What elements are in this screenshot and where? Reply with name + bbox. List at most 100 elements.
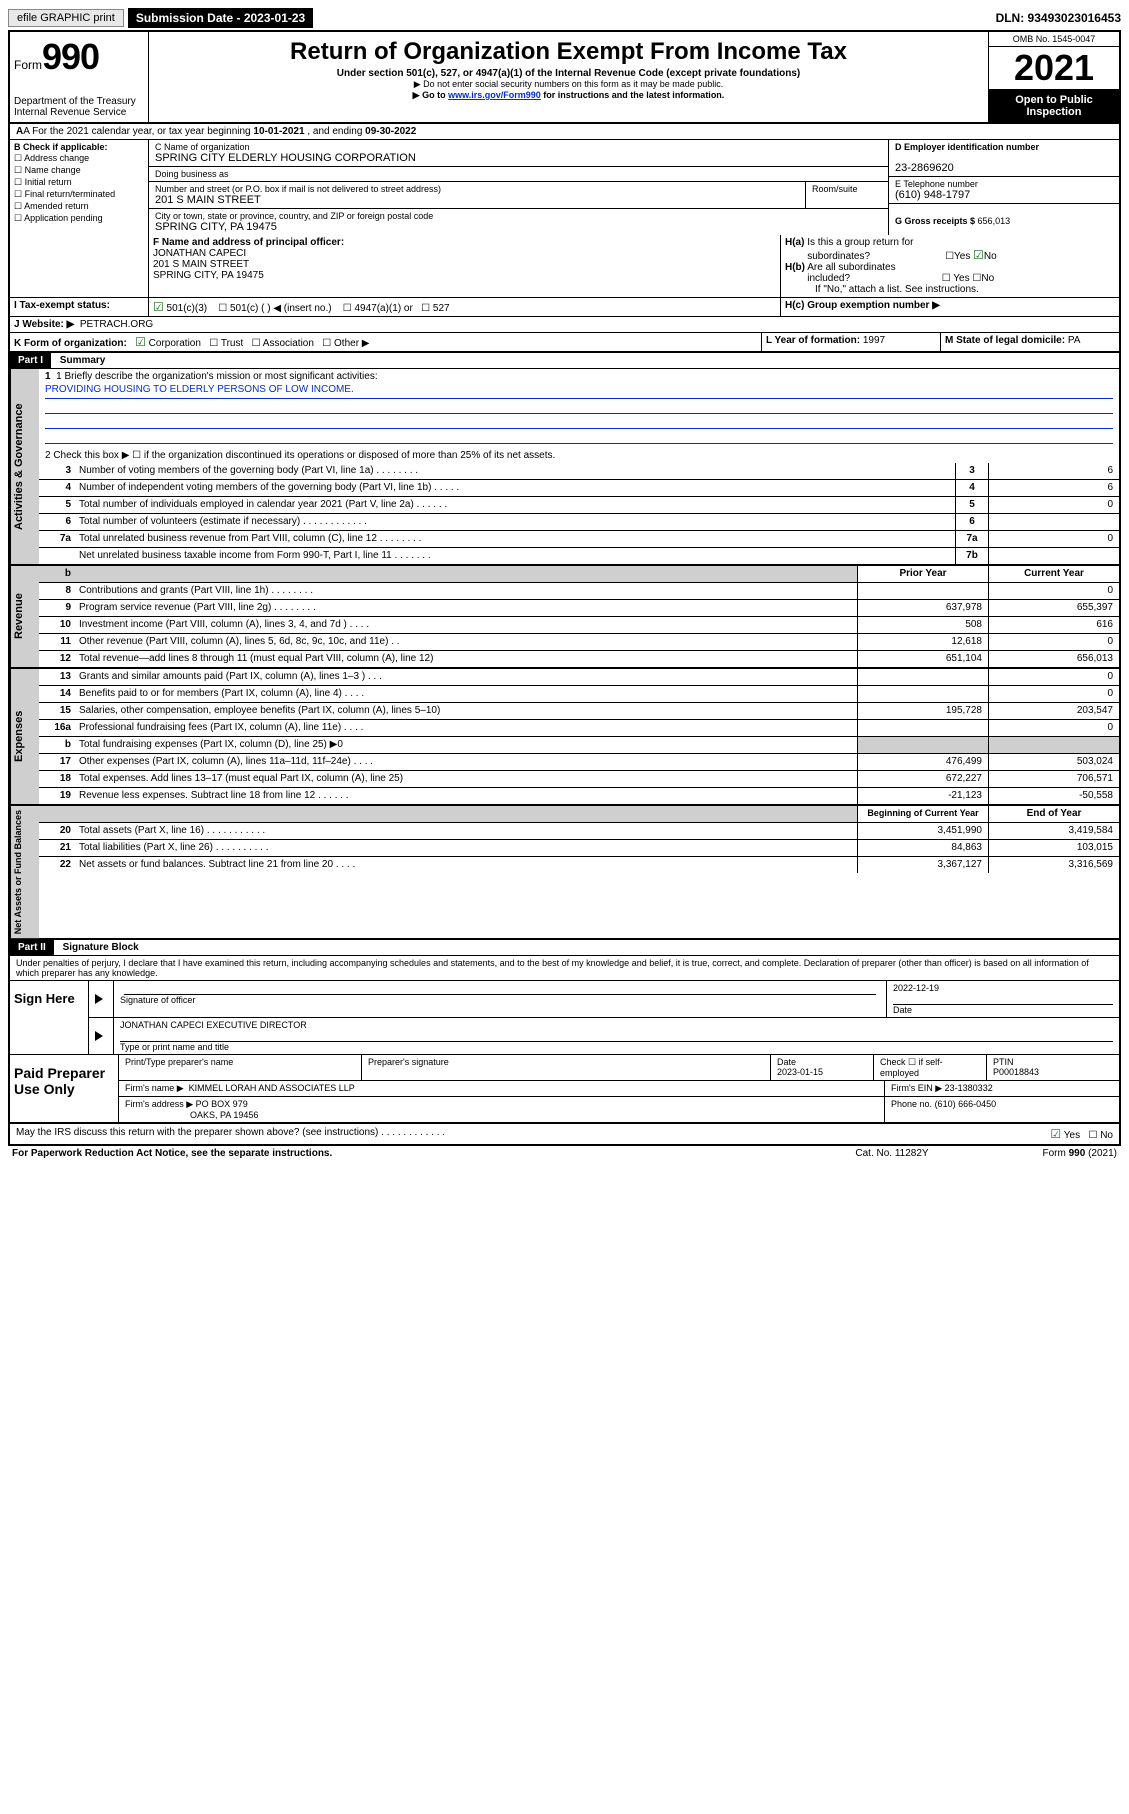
data-line: 14Benefits paid to or for members (Part …	[39, 686, 1119, 703]
data-line: 12Total revenue—add lines 8 through 11 (…	[39, 651, 1119, 667]
expenses-block: Expenses 13Grants and similar amounts pa…	[10, 669, 1119, 806]
cat-no: Cat. No. 11282Y	[817, 1148, 967, 1159]
q1-label: 1 1 Briefly describe the organization's …	[39, 369, 1119, 384]
topbar: efile GRAPHIC print Submission Date - 20…	[8, 8, 1121, 28]
section-f-h-row: F Name and address of principal officer:…	[10, 235, 1119, 298]
gov-line: 6Total number of volunteers (estimate if…	[39, 514, 1119, 531]
cb-name-change[interactable]: ☐ Name change	[14, 165, 144, 176]
data-line: 15Salaries, other compensation, employee…	[39, 703, 1119, 720]
section-b-through-g: B Check if applicable: ☐ Address change …	[10, 140, 1119, 235]
column-headers-net: Beginning of Current Year End of Year	[39, 806, 1119, 823]
data-line: 9Program service revenue (Part VIII, lin…	[39, 600, 1119, 617]
section-b-checkboxes: B Check if applicable: ☐ Address change …	[10, 140, 149, 235]
gov-line: 3Number of voting members of the governi…	[39, 463, 1119, 480]
preparer-sig-label: Preparer's signature	[362, 1055, 771, 1080]
cb-address-change[interactable]: ☐ Address change	[14, 153, 144, 164]
data-line: 20Total assets (Part X, line 16) . . . .…	[39, 823, 1119, 840]
firm-name: Firm's name ▶ KIMMEL LORAH AND ASSOCIATE…	[119, 1081, 885, 1096]
section-k-row: K Form of organization: ☑ Corporation ☐ …	[10, 333, 1119, 353]
room-suite-box: Room/suite	[806, 182, 888, 208]
mission-text: PROVIDING HOUSING TO ELDERLY PERSONS OF …	[39, 384, 1119, 444]
data-line: bTotal fundraising expenses (Part IX, co…	[39, 737, 1119, 754]
h-b: H(b) Are all subordinates included? ☐ Ye…	[785, 262, 1115, 284]
data-line: 18Total expenses. Add lines 13–17 (must …	[39, 771, 1119, 788]
city-box: City or town, state or province, country…	[149, 209, 888, 235]
firm-ein: Firm's EIN ▶ 23-1380332	[885, 1081, 1119, 1096]
sign-here-row: Sign Here Signature of officer 2022-12-1…	[10, 981, 1119, 1055]
ein-box: D Employer identification number 23-2869…	[889, 140, 1119, 177]
form-container: Form990 Department of the Treasury Inter…	[8, 30, 1121, 1146]
preparer-date: Date2023-01-15	[771, 1055, 874, 1080]
part-ii-header: Part II Signature Block	[10, 940, 1119, 956]
form-title: Return of Organization Exempt From Incom…	[155, 38, 982, 66]
footer: For Paperwork Reduction Act Notice, see …	[8, 1146, 1121, 1161]
data-line: 22Net assets or fund balances. Subtract …	[39, 857, 1119, 873]
side-label-netassets: Net Assets or Fund Balances	[10, 806, 39, 938]
net-assets-block: Net Assets or Fund Balances Beginning of…	[10, 806, 1119, 940]
cb-final-return[interactable]: ☐ Final return/terminated	[14, 189, 144, 200]
dln: DLN: 93493023016453	[996, 11, 1121, 25]
column-headers-rev: b Prior Year Current Year	[39, 566, 1119, 583]
h-b-note: If "No," attach a list. See instructions…	[785, 284, 1115, 295]
arrow-icon	[95, 994, 103, 1004]
cb-amended-return[interactable]: ☐ Amended return	[14, 201, 144, 212]
paid-preparer-row: Paid Preparer Use Only Print/Type prepar…	[10, 1055, 1119, 1124]
irs-link[interactable]: www.irs.gov/Form990	[448, 90, 541, 100]
declaration-text: Under penalties of perjury, I declare th…	[10, 956, 1119, 981]
year-formation: L Year of formation: 1997	[761, 333, 940, 351]
open-public-badge: Open to PublicInspection	[989, 90, 1119, 122]
section-i-row: I Tax-exempt status: ☑ 501(c)(3) ☐ 501(c…	[10, 298, 1119, 317]
signature-block: Under penalties of perjury, I declare th…	[10, 956, 1119, 1144]
data-line: 13Grants and similar amounts paid (Part …	[39, 669, 1119, 686]
tax-period-row: AA For the 2021 calendar year, or tax ye…	[10, 124, 1119, 140]
h-a: H(a) Is this a group return for subordin…	[785, 237, 1115, 262]
cb-initial-return[interactable]: ☐ Initial return	[14, 177, 144, 188]
data-line: 11Other revenue (Part VIII, column (A), …	[39, 634, 1119, 651]
form-version: Form 990 (2021)	[967, 1148, 1117, 1159]
preparer-self-employed: Check ☐ if self-employed	[874, 1055, 987, 1080]
data-line: 16aProfessional fundraising fees (Part I…	[39, 720, 1119, 737]
form-note2: ▶ Go to www.irs.gov/Form990 for instruct…	[155, 90, 982, 101]
gov-line: 7aTotal unrelated business revenue from …	[39, 531, 1119, 548]
may-irs-row: May the IRS discuss this return with the…	[10, 1124, 1119, 1144]
omb-number: OMB No. 1545-0047	[989, 32, 1119, 47]
q2-row: 2 Check this box ▶ ☐ if the organization…	[39, 444, 1119, 463]
side-label-governance: Activities & Governance	[10, 369, 39, 564]
part-i-header: Part I Summary	[10, 353, 1119, 369]
form-note1: ▶ Do not enter social security numbers o…	[155, 79, 982, 90]
form-header: Form990 Department of the Treasury Inter…	[10, 32, 1119, 124]
gov-line: 5Total number of individuals employed in…	[39, 497, 1119, 514]
department-label: Department of the Treasury Internal Reve…	[14, 96, 144, 118]
submission-date: Submission Date - 2023-01-23	[128, 8, 313, 28]
activities-governance-block: Activities & Governance 1 1 Briefly desc…	[10, 369, 1119, 566]
efile-button[interactable]: efile GRAPHIC print	[8, 9, 124, 27]
dba-box: Doing business as	[149, 167, 888, 182]
data-line: 8Contributions and grants (Part VIII, li…	[39, 583, 1119, 600]
revenue-block: Revenue b Prior Year Current Year 8Contr…	[10, 566, 1119, 669]
street-box: Number and street (or P.O. box if mail i…	[149, 182, 806, 208]
data-line: 10Investment income (Part VIII, column (…	[39, 617, 1119, 634]
org-name-box: C Name of organization SPRING CITY ELDER…	[149, 140, 888, 167]
state-domicile: M State of legal domicile: PA	[940, 333, 1119, 351]
form-number: Form990	[14, 36, 144, 78]
phone-box: E Telephone number (610) 948-1797	[889, 177, 1119, 204]
side-label-revenue: Revenue	[10, 566, 39, 667]
form-subtitle: Under section 501(c), 527, or 4947(a)(1)…	[155, 68, 982, 79]
tax-year: 2021	[989, 47, 1119, 90]
firm-address: Firm's address ▶ PO BOX 979 OAKS, PA 194…	[119, 1097, 885, 1122]
preparer-name-label: Print/Type preparer's name	[119, 1055, 362, 1080]
firm-phone: Phone no. (610) 666-0450	[885, 1097, 1119, 1122]
side-label-expenses: Expenses	[10, 669, 39, 804]
h-c: H(c) Group exemption number ▶	[780, 298, 1119, 316]
data-line: 19Revenue less expenses. Subtract line 1…	[39, 788, 1119, 804]
section-j-row: J Website: ▶ PETRACH.ORG	[10, 317, 1119, 333]
paperwork-notice: For Paperwork Reduction Act Notice, see …	[12, 1148, 817, 1159]
arrow-icon	[95, 1031, 103, 1041]
data-line: 21Total liabilities (Part X, line 26) . …	[39, 840, 1119, 857]
gov-line: Net unrelated business taxable income fr…	[39, 548, 1119, 564]
data-line: 17Other expenses (Part IX, column (A), l…	[39, 754, 1119, 771]
cb-application-pending[interactable]: ☐ Application pending	[14, 213, 144, 224]
gov-line: 4Number of independent voting members of…	[39, 480, 1119, 497]
gross-receipts-box: G Gross receipts $ 656,013	[889, 204, 1119, 228]
ptin: PTINP00018843	[987, 1055, 1119, 1080]
